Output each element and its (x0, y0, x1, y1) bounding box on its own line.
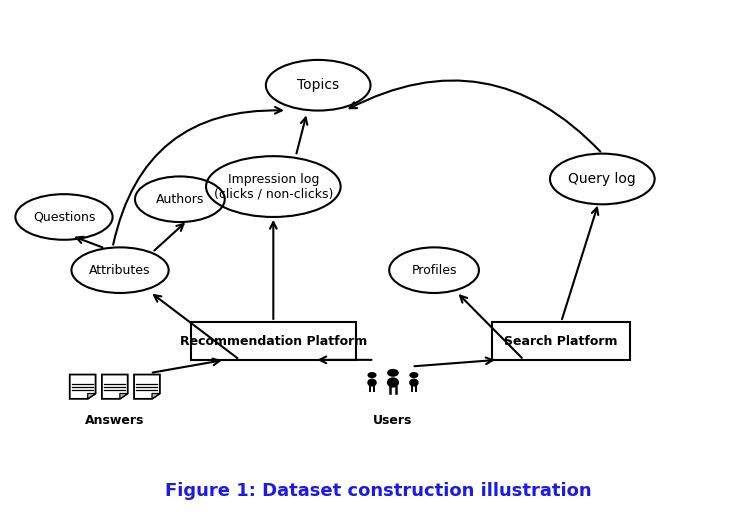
Text: Topics: Topics (297, 78, 339, 92)
Text: Attributes: Attributes (89, 264, 150, 277)
Circle shape (387, 369, 399, 377)
Ellipse shape (387, 377, 399, 388)
Bar (492, 322, 631, 360)
Ellipse shape (367, 379, 376, 387)
Circle shape (409, 372, 419, 378)
Text: Profiles: Profiles (411, 264, 457, 277)
Text: Authors: Authors (156, 193, 204, 205)
Text: Search Platform: Search Platform (504, 335, 618, 348)
Polygon shape (120, 393, 128, 399)
Polygon shape (152, 393, 160, 399)
Text: Figure 1: Dataset construction illustration: Figure 1: Dataset construction illustrat… (165, 482, 591, 500)
Text: Query log: Query log (569, 172, 637, 186)
Text: Impression log
(clicks / non-clicks): Impression log (clicks / non-clicks) (214, 173, 333, 200)
Polygon shape (70, 374, 95, 399)
Polygon shape (134, 374, 160, 399)
Circle shape (367, 372, 376, 378)
Text: Users: Users (373, 414, 413, 427)
Text: Questions: Questions (33, 211, 95, 224)
Polygon shape (88, 393, 95, 399)
Bar (191, 322, 355, 360)
Polygon shape (102, 374, 128, 399)
Ellipse shape (409, 379, 419, 387)
Text: Answers: Answers (85, 414, 144, 427)
Text: Recommendation Platform: Recommendation Platform (180, 335, 367, 348)
